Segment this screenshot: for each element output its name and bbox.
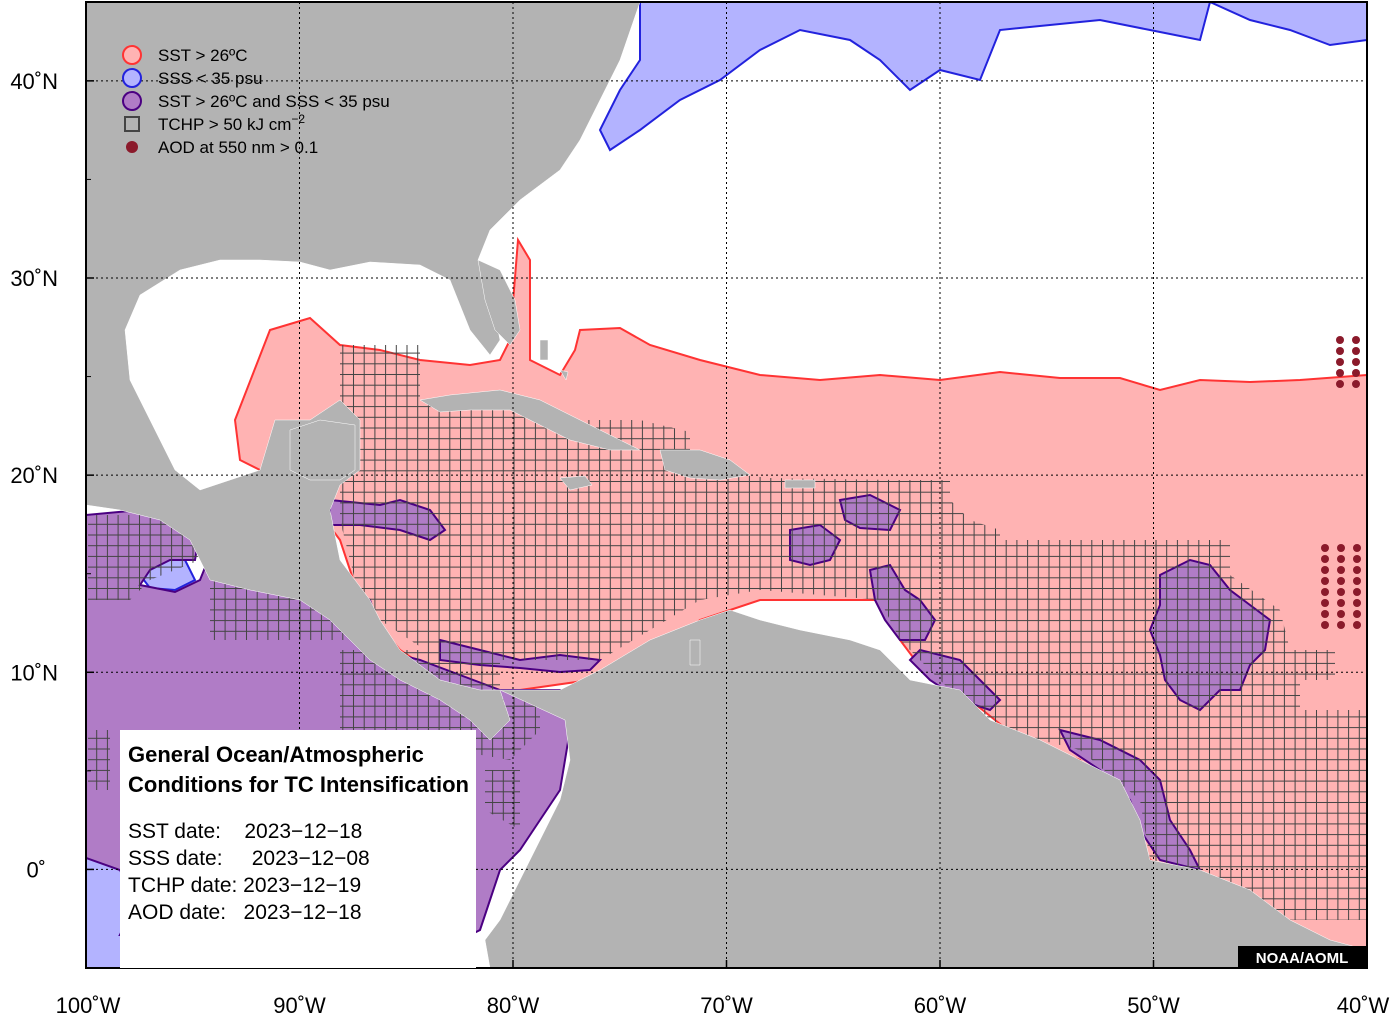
aod-dot bbox=[1337, 588, 1345, 596]
aod-dot bbox=[1353, 599, 1361, 607]
y-tick-label: 40˚N bbox=[10, 69, 58, 94]
info-title-line2: Conditions for TC Intensification bbox=[128, 772, 469, 797]
aod-dot bbox=[1321, 577, 1329, 585]
legend-label: AOD at 550 nm > 0.1 bbox=[158, 138, 318, 157]
land-trinidad bbox=[689, 639, 701, 666]
legend-circle-symbol bbox=[122, 68, 142, 88]
legend-circle-symbol bbox=[122, 91, 142, 111]
aod-dot bbox=[1321, 599, 1329, 607]
aod-dot bbox=[1336, 347, 1344, 355]
aod-dot bbox=[1321, 566, 1329, 574]
y-tick-label: 30˚N bbox=[10, 266, 58, 291]
legend-label: SST > 26ºC and SSS < 35 psu bbox=[158, 92, 390, 111]
legend-label: SSS < 35 psu bbox=[158, 69, 262, 88]
land-florida bbox=[477, 259, 521, 346]
credit-background bbox=[1238, 946, 1366, 968]
x-tick-label: 100˚W bbox=[56, 993, 121, 1018]
legend-item: TCHP > 50 kJ cm−2 bbox=[124, 112, 305, 134]
legend-label: SST > 26ºC bbox=[158, 46, 248, 65]
aod-dot bbox=[1337, 555, 1345, 563]
aod-dot bbox=[1337, 621, 1345, 629]
credit-badge: NOAA/AOML bbox=[1238, 946, 1366, 968]
legend-dot-symbol bbox=[126, 141, 138, 153]
aod-dot bbox=[1352, 347, 1360, 355]
sss-region-north bbox=[598, 2, 1367, 152]
info-box: General Ocean/Atmospheric Conditions for… bbox=[120, 730, 476, 968]
aod-dot bbox=[1353, 610, 1361, 618]
aod-dot bbox=[1353, 577, 1361, 585]
credit-text: NOAA/AOML bbox=[1256, 950, 1349, 967]
info-sst-date: SST date: 2023−12−18 bbox=[128, 820, 362, 843]
legend-item: AOD at 550 nm > 0.1 bbox=[126, 138, 318, 157]
aod-dot bbox=[1353, 544, 1361, 552]
legend-item: SST > 26ºC and SSS < 35 psu bbox=[122, 91, 390, 111]
legend: SST > 26ºC SSS < 35 psu SST > 26ºC and SSS… bbox=[122, 45, 390, 157]
graticule bbox=[86, 2, 1367, 968]
aod-dot bbox=[1353, 555, 1361, 563]
aod-dot bbox=[1353, 588, 1361, 596]
aod-dot bbox=[1336, 336, 1344, 344]
aod-dots bbox=[1321, 336, 1361, 629]
aod-dot bbox=[1321, 544, 1329, 552]
y-tick-label: 0˚ bbox=[26, 857, 46, 882]
info-aod-date: AOD date: 2023−12−18 bbox=[128, 901, 362, 924]
aod-dot bbox=[1353, 566, 1361, 574]
aod-dot bbox=[1321, 610, 1329, 618]
aod-dot bbox=[1353, 621, 1361, 629]
aod-dot bbox=[1352, 336, 1360, 344]
legend-label: TCHP > 50 kJ cm−2 bbox=[158, 112, 305, 134]
y-tick-label: 10˚N bbox=[10, 660, 58, 685]
aod-dot bbox=[1352, 358, 1360, 366]
info-sss-date: SSS date: 2023−12−08 bbox=[128, 847, 370, 870]
aod-dot bbox=[1337, 610, 1345, 618]
axis-ticks: 100˚W 90˚W 80˚W 70˚W 60˚W 50˚W 40˚W 40˚N 30˚N 20˚… bbox=[10, 69, 1389, 1018]
legend-item: SSS < 35 psu bbox=[122, 68, 262, 88]
aod-dot bbox=[1337, 544, 1345, 552]
legend-circle-symbol bbox=[122, 45, 142, 65]
info-tchp-date: TCHP date: 2023−12−19 bbox=[128, 874, 361, 897]
land-jamaica bbox=[559, 475, 593, 491]
info-box-background bbox=[120, 730, 476, 968]
aod-dot bbox=[1352, 380, 1360, 388]
legend-square-symbol bbox=[124, 116, 140, 132]
y-tick-label: 20˚N bbox=[10, 463, 58, 488]
aod-dot bbox=[1336, 358, 1344, 366]
aod-dot bbox=[1337, 566, 1345, 574]
info-title-line1: General Ocean/Atmospheric bbox=[128, 742, 424, 767]
aod-dot bbox=[1337, 577, 1345, 585]
land-bahamas bbox=[539, 339, 569, 381]
land-cuba bbox=[419, 389, 641, 451]
aod-dot bbox=[1321, 555, 1329, 563]
x-tick-label: 90˚W bbox=[273, 993, 326, 1018]
aod-dot bbox=[1336, 380, 1344, 388]
aod-dot bbox=[1336, 369, 1344, 377]
aod-dot bbox=[1321, 621, 1329, 629]
land-puerto-rico bbox=[784, 479, 816, 489]
aod-dot bbox=[1321, 588, 1329, 596]
x-tick-label: 60˚W bbox=[914, 993, 967, 1018]
x-tick-label: 40˚W bbox=[1337, 993, 1390, 1018]
land-hispaniola bbox=[659, 449, 751, 481]
x-tick-label: 50˚W bbox=[1127, 993, 1180, 1018]
x-tick-label: 70˚W bbox=[700, 993, 753, 1018]
legend-item: SST > 26ºC bbox=[122, 45, 248, 65]
x-tick-label: 80˚W bbox=[487, 993, 540, 1018]
aod-dot bbox=[1337, 599, 1345, 607]
aod-dot bbox=[1352, 369, 1360, 377]
